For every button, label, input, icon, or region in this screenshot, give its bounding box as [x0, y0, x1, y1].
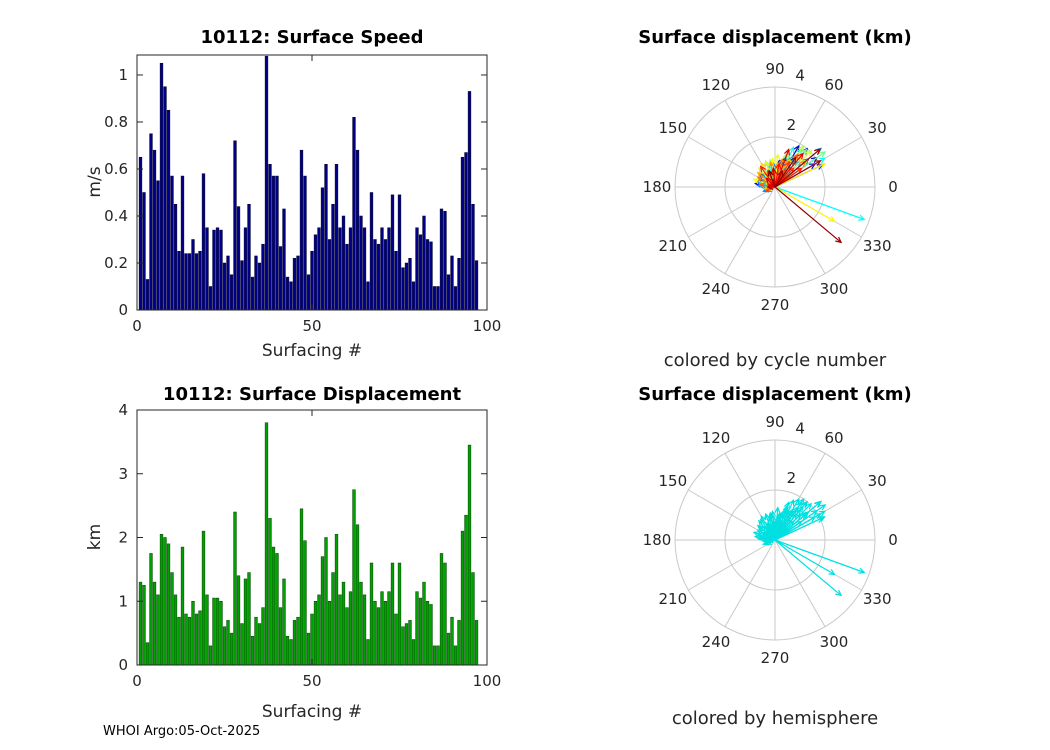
polar-by-cycle-title: Surface displacement (km): [638, 27, 912, 48]
svg-text:30: 30: [868, 472, 887, 490]
svg-text:180: 180: [643, 531, 672, 549]
surface-displacement-xlabel: Surfacing #: [261, 702, 363, 722]
svg-text:300: 300: [820, 280, 849, 298]
svg-text:0: 0: [888, 531, 898, 549]
polar-by-hemisphere-title: Surface displacement (km): [638, 384, 912, 405]
polar-by-hemisphere-panel: 0 30 60 90 120 150 180 210 240 270 300 330 2 4 Surfac…: [525, 375, 1050, 750]
svg-text:4: 4: [795, 420, 805, 438]
svg-text:150: 150: [658, 472, 687, 490]
svg-text:3: 3: [118, 465, 128, 483]
svg-text:120: 120: [702, 429, 731, 447]
svg-text:30: 30: [868, 119, 887, 137]
svg-text:0.4: 0.4: [104, 207, 128, 225]
svg-text:0.6: 0.6: [104, 160, 128, 178]
svg-text:270: 270: [761, 649, 790, 667]
svg-text:210: 210: [658, 590, 687, 608]
svg-text:210: 210: [658, 237, 687, 255]
svg-text:60: 60: [824, 429, 843, 447]
svg-text:2: 2: [787, 116, 797, 134]
polar-by-hemisphere-caption: colored by hemisphere: [671, 708, 879, 729]
surface-displacement-title: 10112: Surface Displacement: [162, 384, 462, 405]
surface-displacement-panel: 0 1 2 3 4 0 50 100 10112: Surface Displacement …: [0, 375, 525, 750]
svg-text:60: 60: [824, 76, 843, 94]
svg-text:0: 0: [132, 672, 142, 690]
svg-text:0: 0: [888, 178, 898, 196]
surface-speed-xlabel: Surfacing #: [261, 341, 363, 361]
surface-displacement-ylabel: km: [85, 523, 105, 551]
surface-speed-title: 10112: Surface Speed: [200, 27, 424, 48]
svg-text:240: 240: [702, 633, 731, 651]
svg-text:4: 4: [118, 401, 128, 419]
svg-text:90: 90: [765, 413, 784, 431]
svg-text:0: 0: [118, 656, 128, 674]
polar-by-cycle-caption: colored by cycle number: [663, 350, 887, 371]
surface-speed-panel: 0 0.2 0.4 0.6 0.8 1 0 50 100 10112: Surface Spee…: [0, 0, 525, 375]
svg-text:0.8: 0.8: [104, 113, 128, 131]
polar-by-cycle-panel: 0 30 60 90 120 150 180 210 240 270 300 330 2 4 Surfac…: [525, 0, 1050, 375]
svg-text:300: 300: [820, 633, 849, 651]
surface-speed-ylabel: m/s: [85, 166, 105, 198]
svg-text:2: 2: [118, 529, 128, 547]
svg-text:100: 100: [473, 672, 502, 690]
svg-text:150: 150: [658, 119, 687, 137]
svg-text:90: 90: [765, 60, 784, 78]
svg-text:50: 50: [302, 672, 321, 690]
svg-text:100: 100: [473, 317, 502, 335]
figure-footer-stamp: WHOI Argo:05-Oct-2025: [103, 724, 261, 739]
svg-text:180: 180: [643, 178, 672, 196]
svg-text:240: 240: [702, 280, 731, 298]
svg-text:50: 50: [302, 317, 321, 335]
svg-text:0: 0: [118, 301, 128, 319]
svg-text:1: 1: [118, 66, 128, 84]
svg-text:4: 4: [795, 67, 805, 85]
svg-text:0: 0: [132, 317, 142, 335]
surface-speed-plot: 0 0.2 0.4 0.6 0.8 1 0 50 100: [104, 54, 502, 335]
polar-by-cycle-plot: 0 30 60 90 120 150 180 210 240 270 300 330 2 4: [643, 60, 898, 314]
svg-text:1: 1: [118, 592, 128, 610]
polar-by-hemisphere-plot: 0 30 60 90 120 150 180 210 240 270 300 330 2 4: [643, 413, 898, 667]
surface-displacement-plot: 0 1 2 3 4 0 50 100: [118, 401, 502, 690]
svg-text:2: 2: [787, 469, 797, 487]
svg-text:330: 330: [863, 590, 892, 608]
svg-text:330: 330: [863, 237, 892, 255]
svg-text:270: 270: [761, 296, 790, 314]
svg-text:0.2: 0.2: [104, 254, 128, 272]
svg-text:120: 120: [702, 76, 731, 94]
